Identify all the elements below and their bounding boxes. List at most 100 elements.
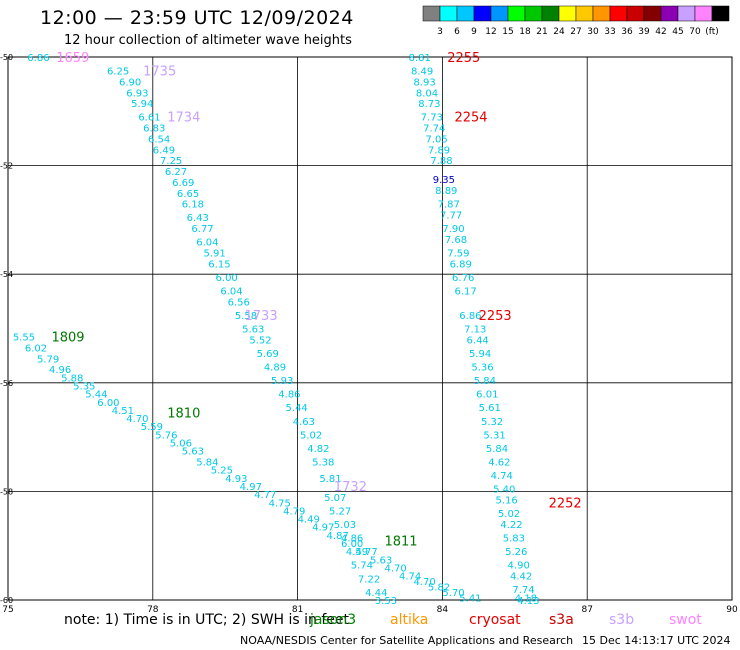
- wave-height-value: 5.79: [37, 354, 59, 365]
- wave-height-value: 7.68: [445, 235, 467, 246]
- wave-height-value: 4.74: [399, 572, 421, 583]
- colorbar-tick-label: 3: [437, 27, 443, 37]
- wave-height-value: 5.36: [471, 363, 493, 374]
- wave-height-value: 4.70: [413, 577, 435, 588]
- wave-height-value: 5.32: [481, 417, 503, 428]
- map-frame: [7, 56, 733, 601]
- wave-height-value: 4.90: [508, 561, 530, 572]
- colorbar-tick-label: 21: [536, 27, 547, 37]
- wave-height-value: 4.86: [341, 534, 363, 545]
- wave-height-value: 8.49: [411, 67, 433, 78]
- wave-height-value: 5.35: [73, 382, 95, 393]
- wave-height-value: 4.97: [312, 523, 334, 534]
- wave-height-value: 4.97: [240, 482, 262, 493]
- longitude-tick-label: 84: [437, 605, 449, 615]
- colorbar-swatch: [711, 5, 730, 22]
- legend-jason3: jason3: [310, 612, 357, 628]
- latitude-tick-label: -52: [0, 162, 13, 171]
- colorbar-tick-label: 70: [689, 27, 701, 37]
- wave-height-value: 4.70: [384, 563, 406, 574]
- wave-height-colorbar: 3 6 9 12 15 18 21 24 27 30 33 36 39 42 45 70 (ft): [422, 5, 730, 37]
- wave-height-value: 7.77: [440, 210, 462, 221]
- wave-height-value: 4.51: [112, 406, 134, 417]
- colorbar-tick-label: 18: [519, 27, 531, 37]
- wave-height-value: 5.63: [242, 325, 264, 336]
- figure-title: 12:00 — 23:59 UTC 12/09/2024: [40, 7, 354, 29]
- wave-height-value: 6.43: [187, 213, 209, 224]
- wave-height-value: 4.82: [307, 444, 329, 455]
- wave-height-value: 4.18: [515, 593, 537, 604]
- pass-time-label: 2252: [549, 496, 582, 511]
- wave-height-value: 6.69: [172, 178, 194, 189]
- wave-height-value: 5.82: [428, 582, 450, 593]
- wave-height-value: 6.56: [228, 297, 250, 308]
- colorbar-tick-label: 24: [553, 27, 565, 37]
- pass-time-label: 1810: [167, 407, 200, 422]
- wave-height-value: 6.54: [148, 134, 170, 145]
- latitude-tick-label: -58: [0, 487, 13, 496]
- wave-height-value: 4.44: [365, 588, 387, 599]
- wave-height-value: 7.59: [447, 248, 469, 259]
- wave-height-value: 7.73: [421, 113, 443, 124]
- latitude-tick-label: -60: [0, 596, 13, 605]
- track-cryosat: 8.818.498.938.048.737.737.747.057.897.88…: [409, 51, 582, 607]
- wave-height-value: 6.27: [165, 167, 187, 178]
- wave-height-value: 6.02: [25, 344, 47, 355]
- longitude-tick-label: 87: [581, 605, 592, 615]
- wave-height-value: 7.90: [442, 224, 464, 235]
- wave-height-value: 4.75: [269, 498, 291, 509]
- track-swot: 1659: [56, 51, 89, 66]
- pass-time-label: 2253: [479, 309, 512, 324]
- wave-height-value: 6.00: [341, 539, 363, 550]
- wave-height-value: 4.13: [517, 596, 539, 607]
- wave-height-value: 5.44: [85, 390, 107, 401]
- wave-height-value: 6.04: [220, 286, 242, 297]
- wave-height-value: 4.89: [264, 363, 286, 374]
- wave-height-value: 5.38: [312, 458, 334, 469]
- colorbar-tick-label: 6: [454, 27, 460, 37]
- wave-height-value: 4.79: [283, 506, 305, 517]
- wave-height-value: 4.87: [327, 531, 349, 542]
- longitude-tick-label: 78: [147, 605, 159, 615]
- wave-height-value: 7.89: [428, 145, 450, 156]
- wave-height-value: 8.93: [413, 77, 435, 88]
- track-jason3: 5.556.025.794.965.885.355.446.004.514.70…: [13, 331, 482, 605]
- wave-height-value: 5.07: [324, 493, 346, 504]
- wave-height-value: 5.70: [442, 588, 464, 599]
- wave-height-value: 6.00: [97, 398, 119, 409]
- pass-time-label: 1811: [384, 534, 417, 549]
- wave-height-value: 6.15: [208, 259, 230, 270]
- wave-height-value: 6.01: [476, 390, 498, 401]
- wave-height-value: 5.61: [479, 403, 501, 414]
- wave-height-value: 6.00: [216, 273, 238, 284]
- wave-height-value: 6.77: [191, 224, 213, 235]
- wave-height-value: 6.49: [153, 145, 175, 156]
- latitude-tick-label: -54: [0, 270, 13, 279]
- wave-height-value: 5.83: [503, 534, 525, 545]
- wave-height-value: 7.74: [512, 585, 534, 596]
- wave-height-value: 5.58: [235, 311, 257, 322]
- wave-height-value: 5.31: [483, 430, 505, 441]
- wave-height-value: 4.74: [491, 471, 513, 482]
- wave-height-value: 4.42: [510, 572, 532, 583]
- wave-height-value: 8.04: [416, 88, 438, 99]
- longitude-tick-label: 90: [726, 605, 738, 615]
- wave-height-value: 5.88: [61, 373, 83, 384]
- colorbar-tick-label: 45: [672, 27, 683, 37]
- wave-height-value: 5.84: [486, 444, 508, 455]
- wave-height-value: 5.44: [286, 403, 308, 414]
- wave-height-value: 6.17: [454, 286, 476, 297]
- colorbar-tick-label: 33: [604, 27, 615, 37]
- wave-height-value: 4.70: [126, 414, 148, 425]
- wave-height-value: 5.16: [495, 496, 517, 507]
- wave-height-value: 4.96: [49, 365, 71, 376]
- wave-height-value: 4.63: [293, 417, 315, 428]
- legend-altika: altika: [390, 612, 429, 628]
- longitude-tick-label: 81: [292, 605, 303, 615]
- latitude-tick-label: -56: [0, 379, 13, 388]
- wave-height-value: 7.74: [423, 124, 445, 135]
- wave-height-value: 6.44: [467, 335, 489, 346]
- wave-height-value: 7.88: [430, 156, 452, 167]
- wave-height-value: 5.26: [505, 547, 527, 558]
